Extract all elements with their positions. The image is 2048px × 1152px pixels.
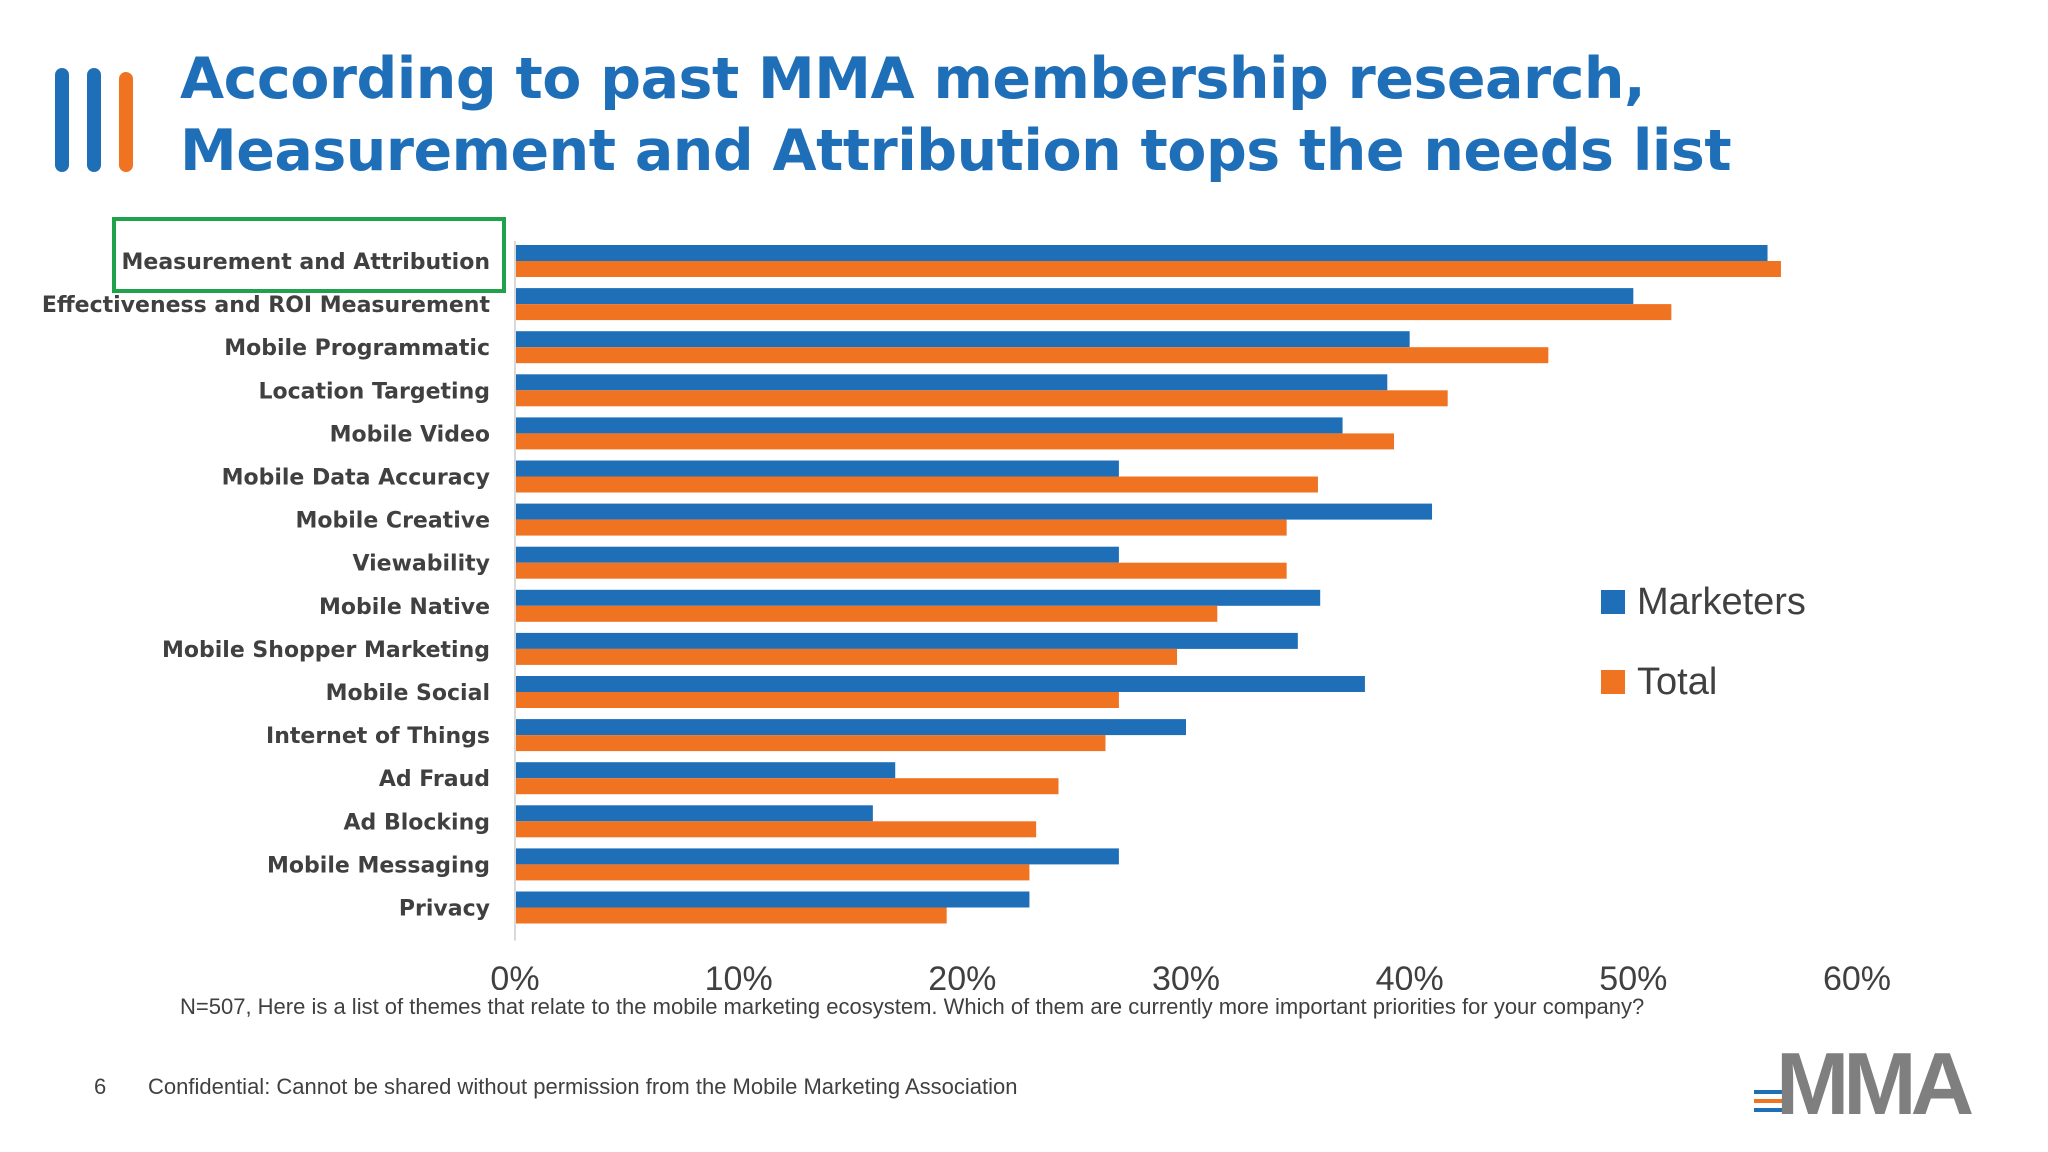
marketers-bar [515, 762, 896, 779]
total-bar [515, 692, 1119, 708]
category-label: Ad Fraud [379, 767, 490, 792]
marketers-bar [515, 589, 1321, 606]
marketers-bar [515, 503, 1433, 520]
total-bar [515, 864, 1030, 881]
category-label: Mobile Social [326, 681, 490, 706]
legend-total-swatch [1601, 670, 1625, 694]
mma-logo: MMA [1754, 1040, 1992, 1128]
x-tick-label: 30% [1152, 960, 1220, 990]
category-label: Viewability [353, 552, 491, 577]
marketers-bar [515, 374, 1388, 391]
total-bar [515, 907, 947, 924]
total-bar [515, 648, 1178, 665]
category-label: Mobile Creative [296, 509, 491, 534]
needs-bar-chart: Measurement and Attribution Effectiveness… [42, 217, 1891, 990]
x-tick-label: 20% [928, 960, 996, 990]
marketers-bar [515, 848, 1119, 865]
legend-marketers-label: Marketers [1637, 581, 1806, 623]
category-label: Effectiveness and ROI Measurement [42, 293, 491, 318]
category-label: Location Targeting [258, 379, 490, 404]
category-label: Ad Blocking [344, 810, 490, 835]
decorative-stripes-icon [55, 68, 133, 172]
marketers-bar [515, 891, 1030, 908]
marketers-bar [515, 676, 1365, 692]
total-bar [515, 261, 1781, 277]
legend-marketers-swatch [1601, 590, 1625, 614]
marketers-bar [515, 805, 873, 822]
total-bar [515, 519, 1287, 536]
x-tick-label: 60% [1823, 960, 1891, 990]
logo-lines-icon [1754, 1090, 1784, 1112]
category-label: Mobile Messaging [267, 853, 490, 878]
total-bar [515, 304, 1672, 321]
marketers-bar [515, 546, 1119, 563]
marketers-bar [515, 719, 1186, 736]
page-number: 6 [94, 1074, 107, 1099]
legend-total-label: Total [1637, 661, 1717, 703]
total-bar [515, 605, 1218, 622]
total-bar [515, 821, 1037, 838]
category-label: Mobile Data Accuracy [222, 466, 490, 491]
category-label: Measurement and Attribution [122, 250, 490, 275]
category-label: Mobile Native [319, 595, 490, 620]
total-bar [515, 562, 1287, 579]
chart-footnote: N=507, Here is a list of themes that rel… [180, 994, 1645, 1019]
category-label: Mobile Video [330, 422, 490, 447]
marketers-bar [515, 288, 1634, 305]
marketers-bar [515, 417, 1343, 434]
slide-title-line-1: According to past MMA membership researc… [180, 46, 1646, 112]
total-bar [515, 433, 1395, 450]
highlight-box [112, 217, 506, 293]
category-label: Internet of Things [266, 724, 490, 749]
marketers-bar [515, 245, 1768, 261]
category-label: Mobile Programmatic [224, 336, 490, 361]
total-bar [515, 778, 1059, 795]
confidential-notice: Confidential: Cannot be shared without p… [148, 1074, 1018, 1099]
marketers-bar [515, 331, 1410, 348]
x-tick-label: 10% [705, 960, 773, 990]
logo-text: MMA [1776, 1034, 1974, 1133]
total-bar [515, 735, 1106, 752]
total-bar [515, 476, 1318, 493]
category-label: Mobile Shopper Marketing [162, 638, 490, 663]
total-bar [515, 390, 1448, 407]
marketers-bar [515, 632, 1298, 649]
category-label: Privacy [399, 897, 490, 922]
x-tick-label: 50% [1599, 960, 1667, 990]
x-tick-label: 40% [1376, 960, 1444, 990]
marketers-bar [515, 460, 1119, 477]
slide-title-line-2: Measurement and Attribution tops the nee… [180, 118, 1732, 184]
x-tick-label: 0% [490, 960, 539, 990]
total-bar [515, 347, 1549, 364]
